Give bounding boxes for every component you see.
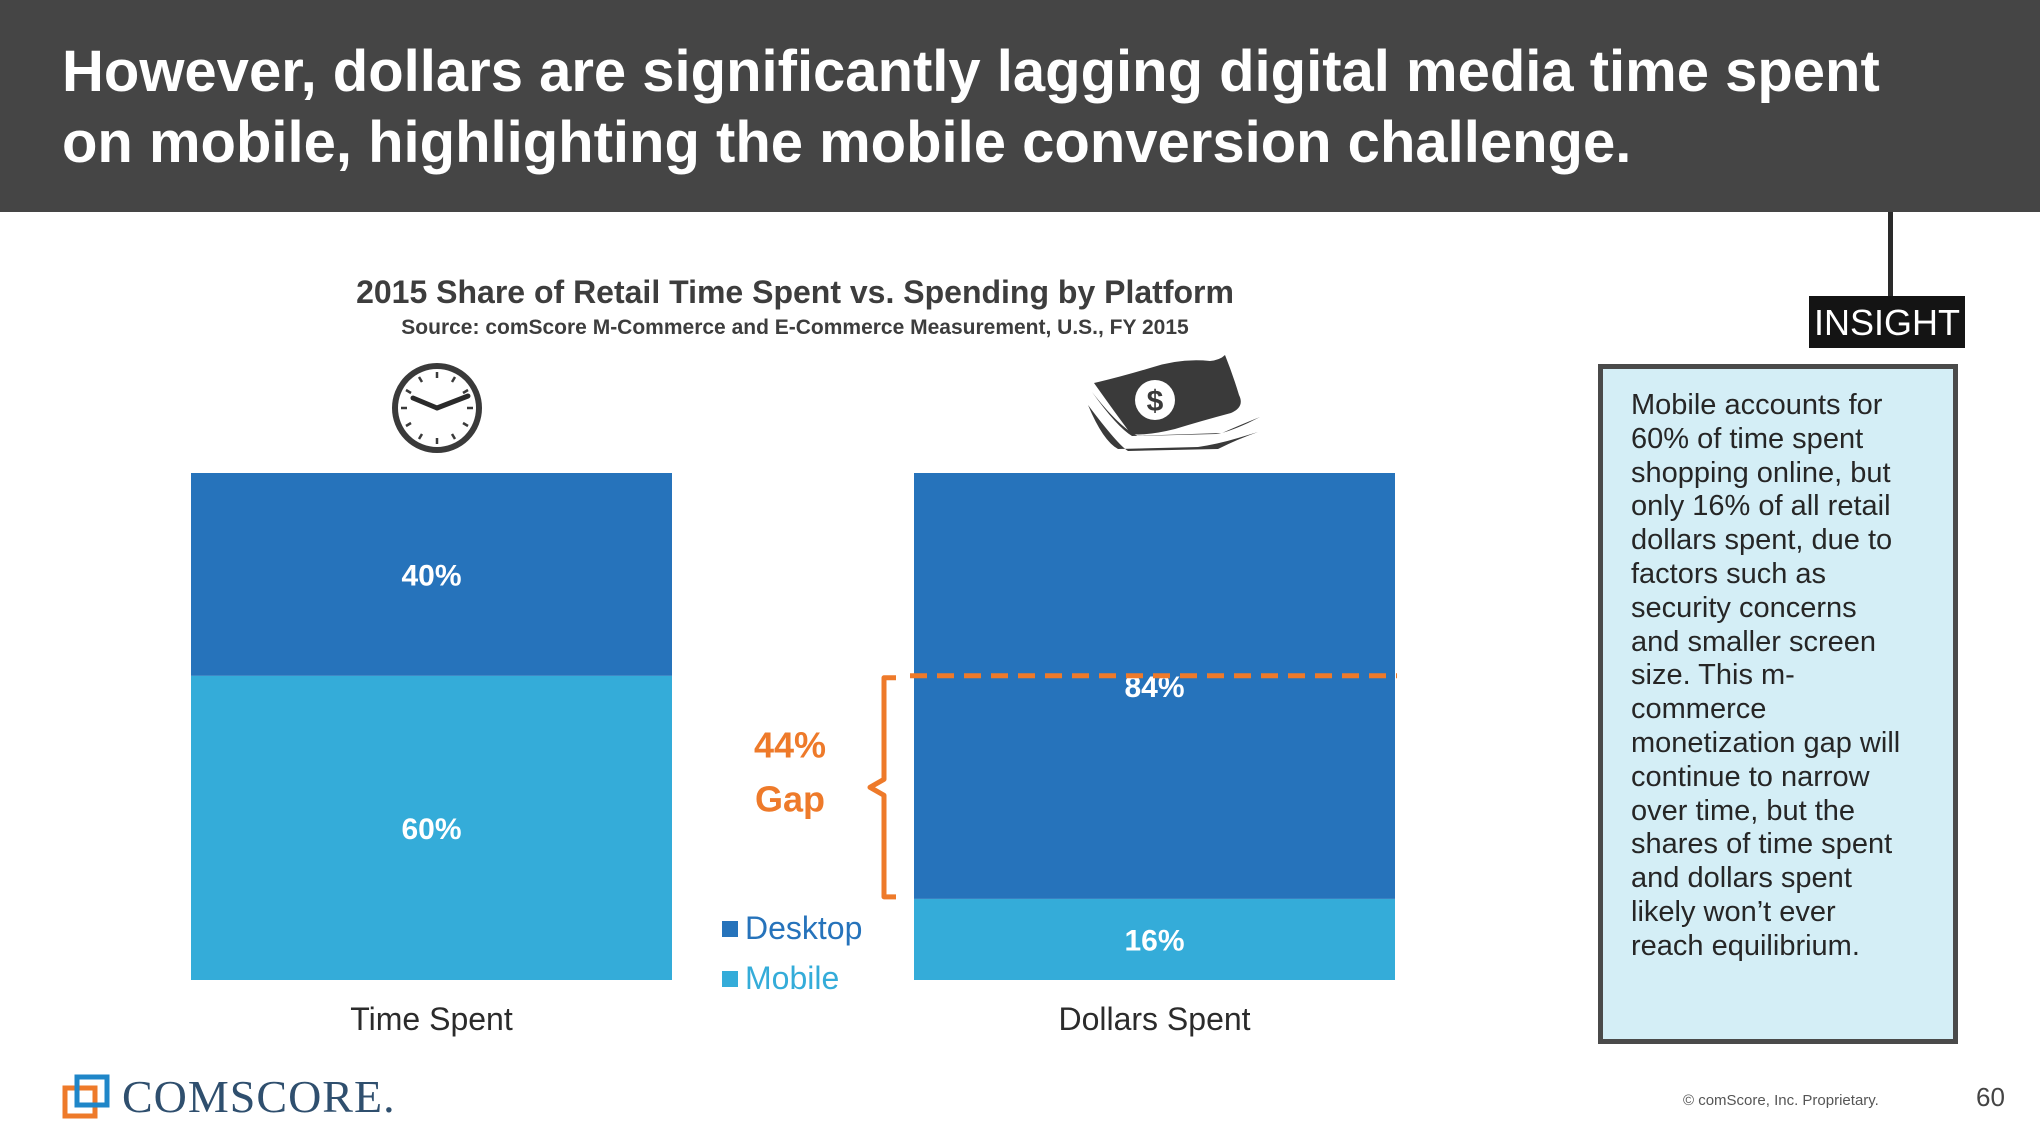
header-bar: However, dollars are significantly laggi… (0, 0, 2040, 212)
insight-line: dollars spent, due to (1631, 524, 1893, 557)
insight-line: reach equilibrium. (1631, 929, 1860, 962)
insight-line: only 16% of all retail (1631, 490, 1891, 523)
category-labels: Time Spent Dollars Spent (350, 1001, 1250, 1037)
bar-desktop-time-spent (191, 473, 672, 676)
gap-bracket (867, 675, 896, 900)
insight-line: factors such as (1631, 557, 1827, 590)
insight-line: size. This m- (1631, 659, 1795, 692)
bar-mobile-dollars-spent (914, 898, 1395, 980)
gap-value-label: 44% (754, 724, 826, 765)
category-label: Dollars Spent (1058, 1001, 1250, 1037)
category-label: Time Spent (350, 1001, 513, 1037)
insight-line: commerce (1631, 693, 1767, 726)
legend: Desktop Mobile (722, 910, 862, 996)
legend-swatch-mobile (722, 971, 738, 987)
insight-line: Mobile accounts for (1631, 389, 1883, 421)
page-number: 60 (1976, 1082, 2005, 1112)
insight-line: and dollars spent (1631, 862, 1852, 895)
bar-value-label: 16% (1124, 924, 1184, 957)
insight-line: continue to narrow (1631, 760, 1870, 793)
bars-group: 60%40%16%84% (191, 473, 1395, 980)
money-icon: $ (1088, 355, 1260, 451)
insight-box: Mobile accounts for 60% of time spent shop… (1598, 364, 1958, 1044)
clock-icon (392, 363, 482, 453)
insight-text: Mobile accounts for 60% of time spent shop… (1631, 389, 1947, 964)
insight-line: security concerns (1631, 591, 1857, 624)
insight-tag: INSIGHT (1809, 296, 1965, 348)
insight-line: monetization gap will (1631, 726, 1901, 759)
chart-subtitle: Source: comScore M-Commerce and E-Commer… (401, 316, 1189, 339)
insight-line: shopping online, but (1631, 456, 1891, 489)
insight-line: over time, but the (1631, 794, 1856, 827)
bar-value-label: 40% (401, 559, 461, 592)
svg-text:$: $ (1147, 385, 1164, 418)
comscore-logo-text: COMSCORE. (122, 1071, 396, 1122)
legend-label-mobile: Mobile (745, 960, 839, 996)
insight-line: likely won’t ever (1631, 895, 1836, 928)
chart-title: 2015 Share of Retail Time Spent vs. Spen… (356, 274, 1234, 310)
bar-mobile-time-spent (191, 675, 672, 980)
insight-line: shares of time spent (1631, 828, 1893, 861)
bar-value-label: 60% (401, 813, 461, 846)
legend-label-desktop: Desktop (745, 910, 862, 946)
insight-connector-line (1888, 212, 1893, 298)
comscore-logo-icon (62, 1074, 110, 1119)
insight-line: and smaller screen (1631, 625, 1876, 658)
gap-annotation: 44% Gap (754, 673, 1397, 900)
copyright-text: © comScore, Inc. Proprietary. (1683, 1092, 1879, 1109)
insight-line: 60% of time spent (1631, 422, 1864, 455)
gap-word-label: Gap (755, 778, 825, 819)
slide-title: However, dollars are significantly laggi… (62, 39, 1880, 175)
bar-desktop-dollars-spent (914, 473, 1395, 899)
legend-swatch-desktop (722, 921, 738, 937)
